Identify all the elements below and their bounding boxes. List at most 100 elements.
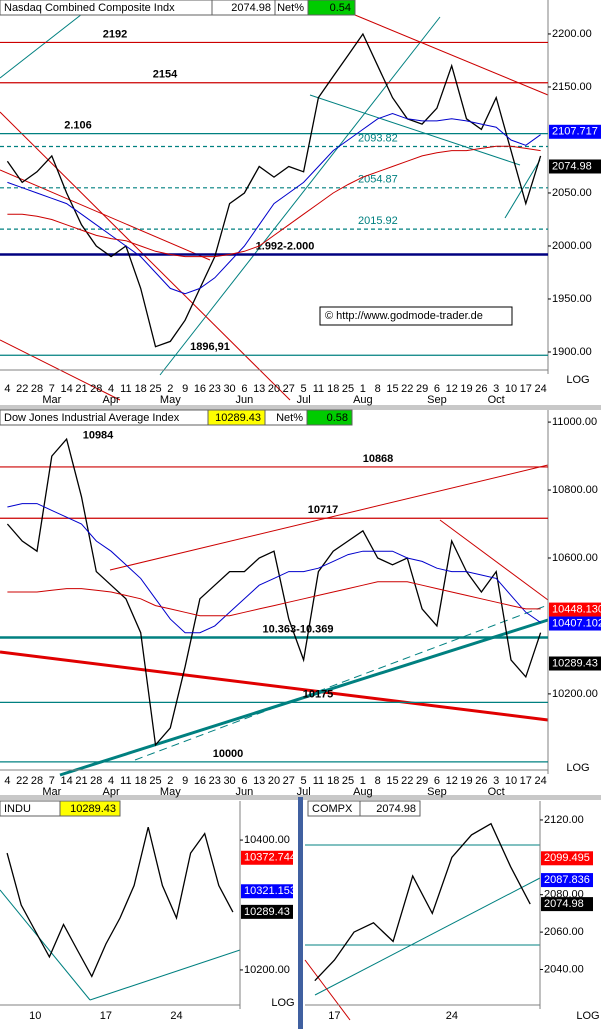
value-box-label: 10407.102: [552, 617, 601, 629]
x-tick-label: 27: [283, 383, 295, 395]
trendline: [309, 94, 521, 166]
x-tick-label: 10: [505, 775, 517, 787]
header-title: COMPX: [312, 803, 353, 815]
x-tick-label: 24: [446, 1010, 458, 1022]
value-box-label: 10372.744: [244, 852, 296, 864]
month-label: Aug: [353, 394, 373, 406]
y-tick-label: 2150.00: [552, 81, 592, 93]
y-tick-label: 1900.00: [552, 346, 592, 358]
x-tick-label: 9: [182, 775, 188, 787]
x-tick-label: 28: [31, 383, 43, 395]
x-tick-label: 25: [342, 775, 354, 787]
x-tick-label: 18: [135, 383, 147, 395]
trendline: [504, 159, 541, 219]
month-label: Sep: [427, 394, 447, 406]
x-tick-label: 18: [327, 383, 339, 395]
x-tick-label: 3: [493, 775, 499, 787]
y-tick-label: 2120.00: [544, 814, 584, 826]
x-tick-label: 16: [194, 775, 206, 787]
x-tick-label: 22: [16, 775, 28, 787]
level-label: 10984: [83, 429, 114, 441]
header-box: [307, 0, 356, 16]
month-label: Jul: [297, 786, 311, 798]
x-tick-label: 12: [446, 775, 458, 787]
x-tick-label: 4: [108, 775, 114, 787]
value-box-label: 2074.98: [552, 160, 592, 172]
level-label: 2154: [153, 69, 178, 81]
x-tick-label: 15: [386, 775, 398, 787]
x-tick-label: 28: [90, 383, 102, 395]
x-tick-label: 24: [170, 1010, 182, 1022]
trendline: [354, 14, 549, 96]
value-box-label: 2087.836: [544, 874, 590, 886]
x-tick-label: 7: [49, 775, 55, 787]
month-label: Oct: [488, 394, 505, 406]
price-line: [6, 826, 234, 978]
x-tick-label: 25: [342, 383, 354, 395]
header-title: INDU: [4, 803, 31, 815]
level-label: 2093.82: [358, 132, 398, 144]
month-label: May: [160, 786, 181, 798]
divider: [298, 797, 303, 1029]
header-net-label: Net%: [276, 412, 303, 424]
month-label: Mar: [42, 786, 61, 798]
value-box-label: 2099.495: [544, 852, 590, 864]
value-box: [541, 851, 593, 866]
y-tick-label: 2200.00: [552, 28, 592, 40]
x-tick-label: 17: [520, 775, 532, 787]
scale-label: LOG: [271, 997, 294, 1009]
x-tick-label: 11: [120, 775, 131, 787]
y-tick-label: 10200.00: [552, 688, 598, 700]
x-tick-label: 10: [29, 1010, 41, 1022]
trendline: [314, 877, 541, 996]
header-box: [306, 409, 353, 426]
trendline: [134, 604, 549, 761]
x-tick-label: 28: [90, 775, 102, 787]
month-label: Sep: [427, 786, 447, 798]
x-tick-label: 23: [209, 775, 221, 787]
y-tick-label: 2040.00: [544, 963, 584, 975]
header-value: 10289.43: [70, 803, 116, 815]
y-tick-label: 2060.00: [544, 926, 584, 938]
month-label: Jun: [236, 394, 254, 406]
value-box-label: 10289.43: [552, 657, 598, 669]
x-tick-label: 26: [475, 775, 487, 787]
x-tick-label: 17: [520, 383, 532, 395]
month-label: Jun: [236, 786, 254, 798]
x-tick-label: 1: [360, 383, 366, 395]
panel-1: [0, 0, 601, 405]
x-tick-label: 26: [475, 383, 487, 395]
value-box: [549, 656, 601, 671]
x-tick-label: 18: [327, 775, 339, 787]
x-tick-label: 27: [283, 775, 295, 787]
scale-label: LOG: [576, 1010, 599, 1022]
x-tick-label: 4: [4, 383, 10, 395]
moving-average: [7, 503, 541, 634]
scale-label: LOG: [566, 374, 589, 386]
x-tick-label: 21: [75, 775, 87, 787]
header-net-value: 0.58: [327, 412, 348, 424]
header-title: Dow Jones Industrial Average Index: [4, 412, 180, 424]
level-label: 2015.92: [358, 215, 398, 227]
x-tick-label: 8: [375, 775, 381, 787]
x-tick-label: 16: [194, 383, 206, 395]
value-box: [549, 616, 601, 631]
panel-4: [303, 800, 601, 1029]
x-tick-label: 25: [149, 383, 161, 395]
x-tick-label: 11: [313, 775, 324, 787]
level-label: 10717: [308, 504, 339, 516]
trendline: [439, 519, 549, 601]
y-tick-label: 10200.00: [244, 964, 290, 976]
y-tick-label: 10800.00: [552, 484, 598, 496]
x-tick-label: 3: [493, 383, 499, 395]
x-tick-label: 7: [49, 383, 55, 395]
x-tick-label: 14: [61, 775, 73, 787]
header-net-label: Net%: [277, 2, 304, 14]
x-tick-label: 17: [100, 1010, 112, 1022]
level-label: 2.106: [64, 120, 92, 132]
x-tick-label: 13: [253, 775, 265, 787]
value-box-label: 10321.153: [244, 885, 296, 897]
level-label: 10.363-10.369: [263, 623, 334, 635]
month-label: May: [160, 394, 181, 406]
